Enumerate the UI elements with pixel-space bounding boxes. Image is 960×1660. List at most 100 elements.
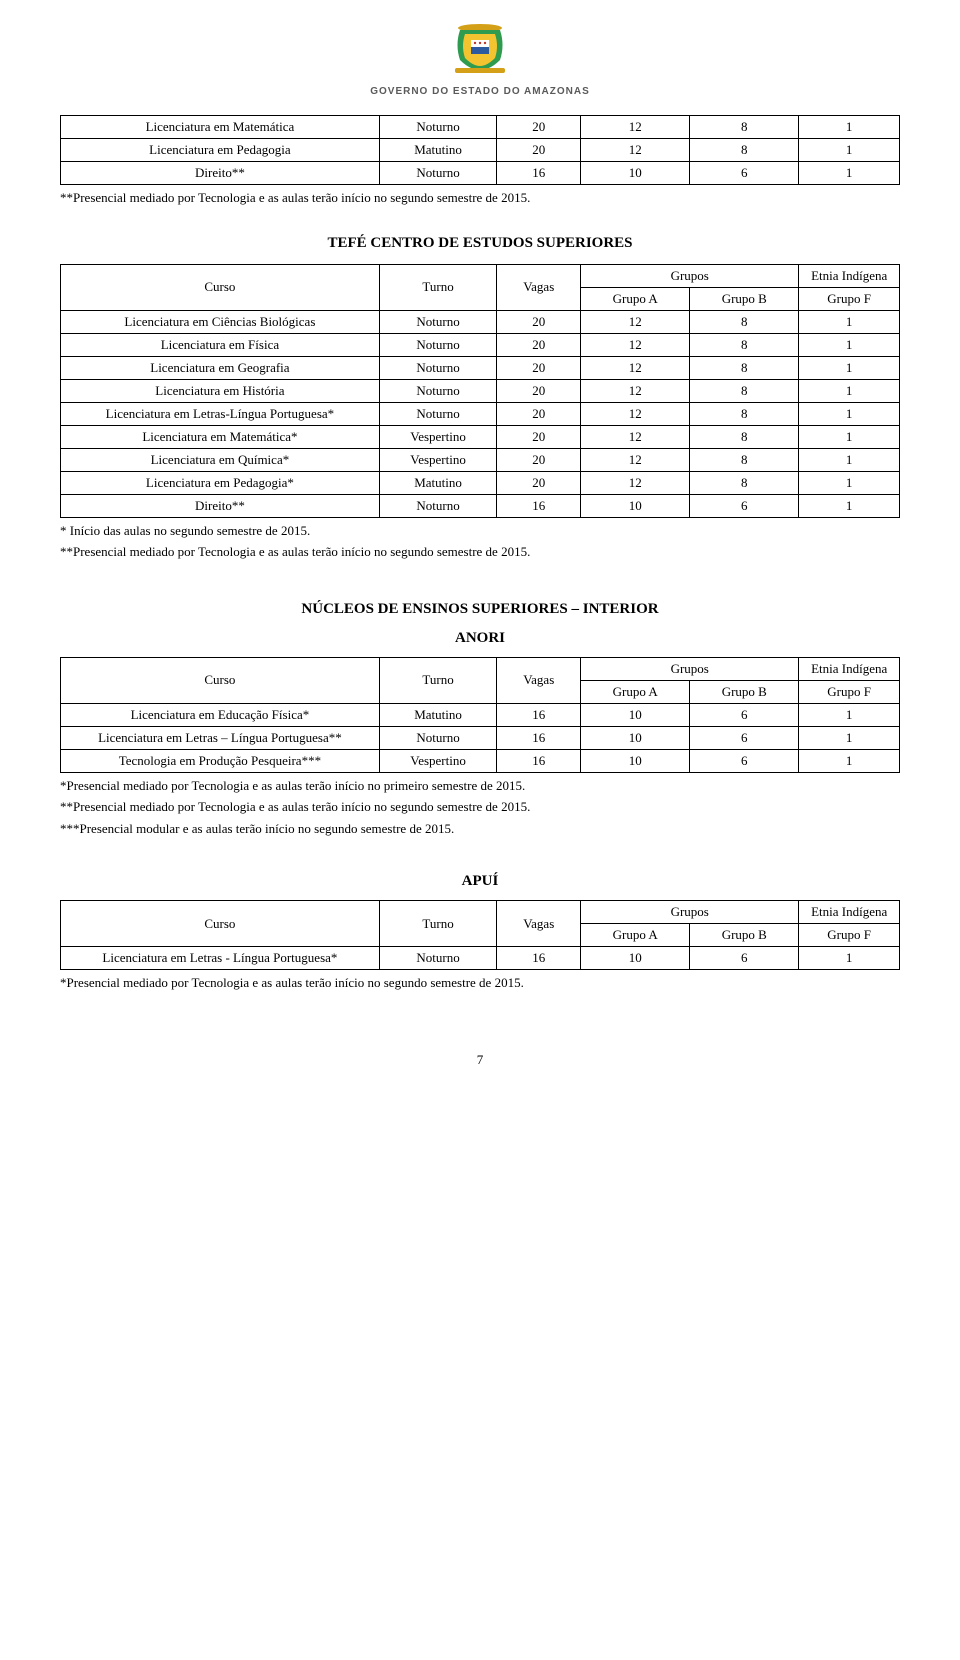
table-cell: 1 xyxy=(799,425,900,448)
table-cell: 20 xyxy=(497,333,581,356)
hdr-ga: Grupo A xyxy=(581,287,690,310)
table2-footnote2: **Presencial mediado por Tecnologia e as… xyxy=(60,543,900,561)
gov-logo xyxy=(60,20,900,80)
table-cell: 10 xyxy=(581,947,690,970)
hdr-grupos: Grupos xyxy=(581,901,799,924)
table-cell: 10 xyxy=(581,726,690,749)
table-cell: 12 xyxy=(581,310,690,333)
table-continuation: Licenciatura em MatemáticaNoturno201281L… xyxy=(60,115,900,185)
table-row: Licenciatura em Química*Vespertino201281 xyxy=(61,448,900,471)
table-apui: Curso Turno Vagas Grupos Etnia Indígena … xyxy=(60,900,900,970)
table-cell: 12 xyxy=(581,448,690,471)
table-cell: Vespertino xyxy=(379,425,496,448)
section-title-nucleos: NÚCLEOS DE ENSINOS SUPERIORES – INTERIOR xyxy=(60,601,900,618)
hdr-curso: Curso xyxy=(61,264,380,310)
table-cell: 1 xyxy=(799,448,900,471)
table1-body: Licenciatura em MatemáticaNoturno201281L… xyxy=(61,116,900,185)
table-cell: 6 xyxy=(690,726,799,749)
hdr-gf: Grupo F xyxy=(799,680,900,703)
table2-body: Licenciatura em Ciências BiológicasNotur… xyxy=(61,310,900,517)
table1-footnote: **Presencial mediado por Tecnologia e as… xyxy=(60,189,900,207)
table-cell: Vespertino xyxy=(379,749,496,772)
page-number: 7 xyxy=(60,1052,900,1068)
hdr-vagas: Vagas xyxy=(497,264,581,310)
table-cell: 20 xyxy=(497,310,581,333)
table-cell: Licenciatura em Pedagogia* xyxy=(61,471,380,494)
table-cell: Noturno xyxy=(379,162,496,185)
table-cell: 1 xyxy=(799,162,900,185)
hdr-ga: Grupo A xyxy=(581,680,690,703)
table-cell: 8 xyxy=(690,402,799,425)
table-cell: 16 xyxy=(497,162,581,185)
table-cell: 1 xyxy=(799,471,900,494)
table-row: Tecnologia em Produção Pesqueira***Vespe… xyxy=(61,749,900,772)
table-cell: 20 xyxy=(497,402,581,425)
table-cell: 12 xyxy=(581,402,690,425)
table2-footnote1: * Início das aulas no segundo semestre d… xyxy=(60,522,900,540)
table-cell: 6 xyxy=(690,749,799,772)
table-row: Licenciatura em Pedagogia*Matutino201281 xyxy=(61,471,900,494)
table-cell: Direito** xyxy=(61,494,380,517)
table-cell: 8 xyxy=(690,310,799,333)
table-header: Curso Turno Vagas Grupos Etnia Indígena … xyxy=(61,657,900,703)
table-cell: Licenciatura em Letras – Língua Portugue… xyxy=(61,726,380,749)
table3-footnote1: *Presencial mediado por Tecnologia e as … xyxy=(60,777,900,795)
table-cell: 8 xyxy=(690,116,799,139)
hdr-grupos: Grupos xyxy=(581,657,799,680)
table-cell: 20 xyxy=(497,139,581,162)
table-row: Licenciatura em PedagogiaMatutino201281 xyxy=(61,139,900,162)
table-row: Licenciatura em HistóriaNoturno201281 xyxy=(61,379,900,402)
table-cell: Licenciatura em Pedagogia xyxy=(61,139,380,162)
table-cell: Matutino xyxy=(379,139,496,162)
table-cell: Noturno xyxy=(379,494,496,517)
table-cell: 8 xyxy=(690,333,799,356)
hdr-curso: Curso xyxy=(61,901,380,947)
table-cell: 12 xyxy=(581,333,690,356)
table-cell: 20 xyxy=(497,116,581,139)
table-header: Curso Turno Vagas Grupos Etnia Indígena … xyxy=(61,264,900,310)
table-cell: 12 xyxy=(581,379,690,402)
table-cell: Licenciatura em Ciências Biológicas xyxy=(61,310,380,333)
table-cell: 1 xyxy=(799,703,900,726)
subtitle-anori: ANORI xyxy=(60,630,900,647)
hdr-gb: Grupo B xyxy=(690,924,799,947)
table-cell: 6 xyxy=(690,494,799,517)
table-cell: 10 xyxy=(581,749,690,772)
hdr-ga: Grupo A xyxy=(581,924,690,947)
table-cell: 20 xyxy=(497,425,581,448)
table-cell: Licenciatura em Geografia xyxy=(61,356,380,379)
table-cell: 8 xyxy=(690,471,799,494)
table-cell: 12 xyxy=(581,471,690,494)
hdr-gb: Grupo B xyxy=(690,287,799,310)
table-cell: 1 xyxy=(799,116,900,139)
hdr-etnia: Etnia Indígena xyxy=(799,657,900,680)
table-cell: 20 xyxy=(497,471,581,494)
table-header: Curso Turno Vagas Grupos Etnia Indígena … xyxy=(61,901,900,947)
table-cell: Noturno xyxy=(379,310,496,333)
table-cell: Tecnologia em Produção Pesqueira*** xyxy=(61,749,380,772)
table-cell: 10 xyxy=(581,162,690,185)
table-cell: Vespertino xyxy=(379,448,496,471)
table-row: Licenciatura em Letras – Língua Portugue… xyxy=(61,726,900,749)
table-cell: 8 xyxy=(690,448,799,471)
table-row: Licenciatura em Educação Física*Matutino… xyxy=(61,703,900,726)
section-title-tefe: TEFÉ CENTRO DE ESTUDOS SUPERIORES xyxy=(60,235,900,252)
table-row: Licenciatura em MatemáticaNoturno201281 xyxy=(61,116,900,139)
table-cell: 20 xyxy=(497,356,581,379)
table-cell: Direito** xyxy=(61,162,380,185)
table-cell: 12 xyxy=(581,116,690,139)
table-cell: 1 xyxy=(799,726,900,749)
table-cell: 20 xyxy=(497,448,581,471)
table-cell: 1 xyxy=(799,379,900,402)
table-cell: 8 xyxy=(690,139,799,162)
table-cell: Licenciatura em Letras - Língua Portugue… xyxy=(61,947,380,970)
table-anori: Curso Turno Vagas Grupos Etnia Indígena … xyxy=(60,657,900,773)
hdr-turno: Turno xyxy=(379,901,496,947)
table-cell: 1 xyxy=(799,333,900,356)
table3-body: Licenciatura em Educação Física*Matutino… xyxy=(61,703,900,772)
table-cell: Matutino xyxy=(379,471,496,494)
table-cell: 10 xyxy=(581,494,690,517)
table-cell: 1 xyxy=(799,402,900,425)
hdr-grupos: Grupos xyxy=(581,264,799,287)
hdr-etnia: Etnia Indígena xyxy=(799,264,900,287)
